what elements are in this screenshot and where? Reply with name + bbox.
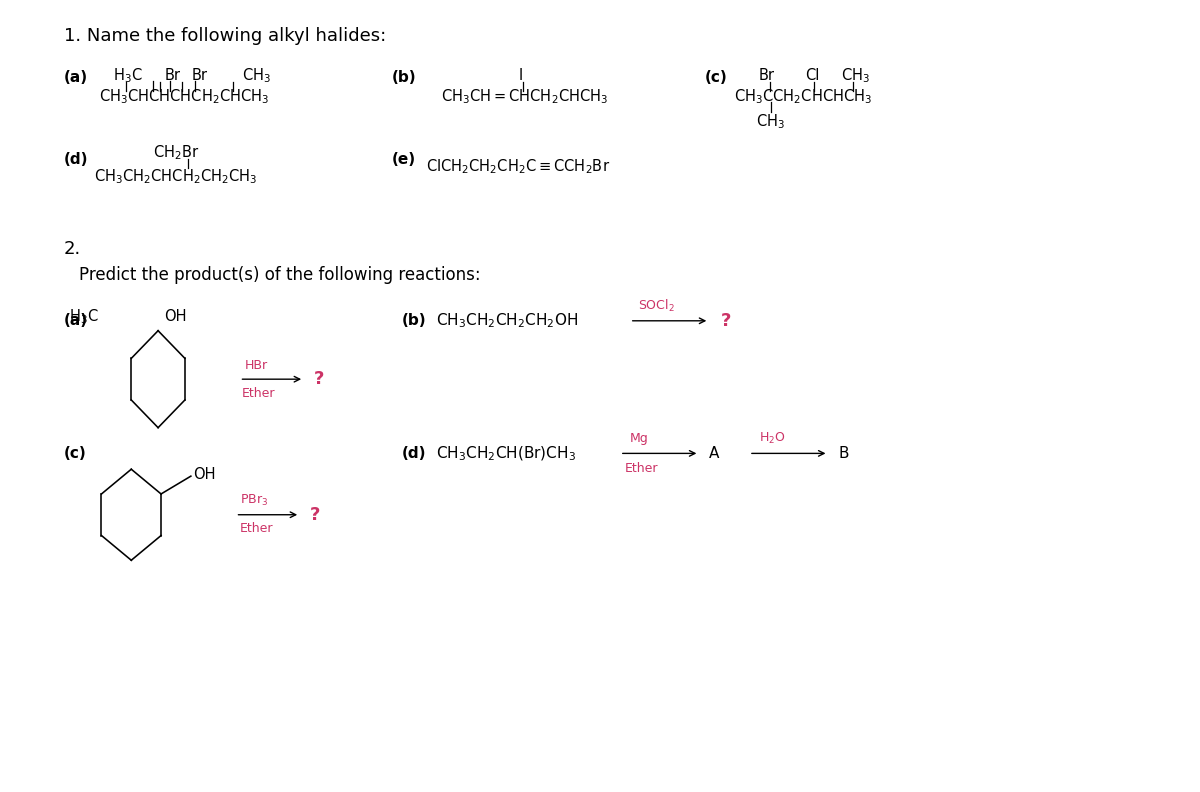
Text: CH$_3$CH$_2$CHCH$_2$CH$_2$CH$_3$: CH$_3$CH$_2$CHCH$_2$CH$_2$CH$_3$ — [94, 167, 257, 185]
Text: PBr$_3$: PBr$_3$ — [240, 493, 268, 508]
Text: Ether: Ether — [240, 522, 274, 535]
Text: Br: Br — [166, 68, 181, 83]
Text: (b): (b) — [401, 314, 426, 329]
Text: HBr: HBr — [245, 359, 268, 371]
Text: CH$_3$: CH$_3$ — [841, 66, 870, 85]
Text: A: A — [709, 446, 720, 461]
Text: Predict the product(s) of the following reactions:: Predict the product(s) of the following … — [79, 266, 480, 284]
Text: CH$_3$CH$_2$CH(Br)CH$_3$: CH$_3$CH$_2$CH(Br)CH$_3$ — [436, 444, 576, 463]
Text: CH$_3$CHCHCHCH$_2$CHCH$_3$: CH$_3$CHCHCHCH$_2$CHCH$_3$ — [98, 87, 269, 105]
Text: 1. Name the following alkyl halides:: 1. Name the following alkyl halides: — [64, 27, 386, 45]
Text: (a): (a) — [64, 314, 88, 329]
Text: H$_3$C: H$_3$C — [68, 307, 98, 326]
Text: ?: ? — [314, 370, 324, 388]
Text: 2.: 2. — [64, 239, 80, 257]
Text: ClCH$_2$CH$_2$CH$_2$C$\equiv$CCH$_2$Br: ClCH$_2$CH$_2$CH$_2$C$\equiv$CCH$_2$Br — [426, 157, 611, 176]
Text: Mg: Mg — [630, 432, 648, 445]
Text: CH$_2$Br: CH$_2$Br — [154, 143, 199, 162]
Text: H$_2$O: H$_2$O — [758, 431, 786, 446]
Text: (d): (d) — [64, 152, 89, 167]
Text: CH$_3$: CH$_3$ — [756, 112, 785, 131]
Text: (e): (e) — [391, 152, 415, 167]
Text: ?: ? — [721, 312, 732, 329]
Text: Ether: Ether — [241, 386, 275, 399]
Text: Ether: Ether — [625, 462, 659, 474]
Text: H$_3$C: H$_3$C — [114, 66, 143, 85]
Text: (a): (a) — [64, 70, 88, 85]
Text: SOCl$_2$: SOCl$_2$ — [637, 298, 674, 314]
Text: CH$_3$: CH$_3$ — [242, 66, 271, 85]
Text: Br: Br — [192, 68, 208, 83]
Text: (c): (c) — [704, 70, 727, 85]
Text: CH$_3$CH$_2$CH$_2$CH$_2$OH: CH$_3$CH$_2$CH$_2$CH$_2$OH — [436, 311, 578, 330]
Text: (b): (b) — [391, 70, 416, 85]
Text: ?: ? — [310, 506, 320, 524]
Text: CH$_3$CH$=$CHCH$_2$CHCH$_3$: CH$_3$CH$=$CHCH$_2$CHCH$_3$ — [442, 87, 608, 105]
Text: (c): (c) — [64, 446, 86, 461]
Text: Cl: Cl — [805, 68, 820, 83]
Text: OH: OH — [193, 466, 215, 482]
Text: B: B — [839, 446, 848, 461]
Text: (d): (d) — [401, 446, 426, 461]
Text: I: I — [518, 68, 523, 83]
Text: CH$_3$CCH$_2$CHCHCH$_3$: CH$_3$CCH$_2$CHCHCH$_3$ — [734, 87, 872, 105]
Text: Br: Br — [758, 68, 775, 83]
Text: OH: OH — [164, 310, 186, 325]
